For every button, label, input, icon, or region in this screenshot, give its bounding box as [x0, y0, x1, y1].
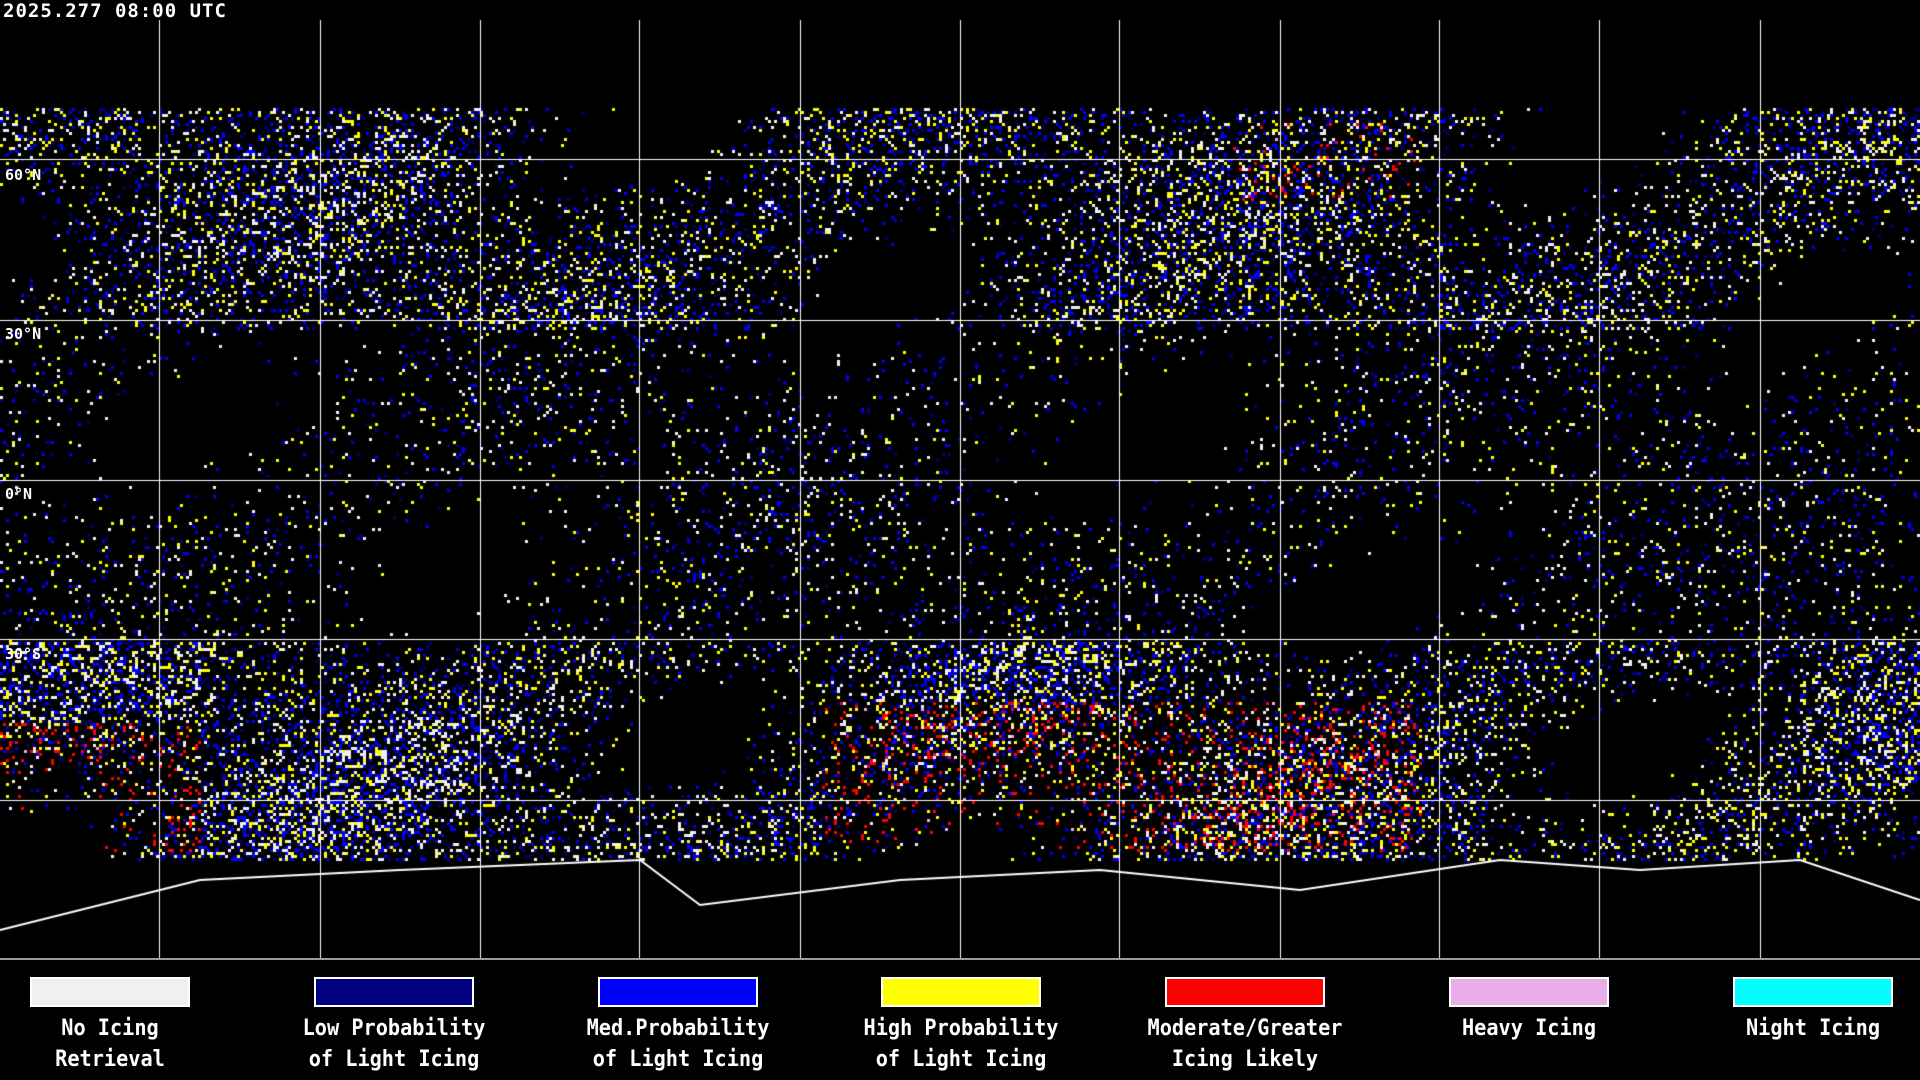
- legend-item-med-probability: Med.Probability of Light Icing: [563, 977, 793, 1075]
- latitude-label-30n: 30°N: [5, 325, 42, 343]
- legend-label-line2: Retrieval: [55, 1047, 165, 1072]
- legend-label-line1: Night Icing: [1745, 1016, 1881, 1041]
- legend-swatch: [598, 977, 758, 1007]
- legend-label-line1: Heavy Icing: [1461, 1016, 1597, 1041]
- icing-map: 2025.277 08:00 UTC 60°N 30°N 0°N 30°S: [0, 0, 1920, 958]
- latitude-label-60n: 60°N: [5, 166, 42, 184]
- legend-label-line2: of Light Icing: [592, 1047, 764, 1072]
- legend-label-line1: High Probability: [863, 1016, 1059, 1041]
- legend-swatch: [1449, 977, 1609, 1007]
- legend-item-night-icing: Night Icing: [1698, 977, 1920, 1044]
- legend-item-no-icing: No Icing Retrieval: [0, 977, 225, 1075]
- latitude-label-30s: 30°S: [5, 645, 42, 663]
- legend-label-line1: Moderate/Greater: [1147, 1016, 1343, 1041]
- map-border: [0, 958, 1920, 960]
- legend-label-line1: Low Probability: [302, 1016, 486, 1041]
- latitude-label-0n: 0°N: [5, 485, 33, 503]
- legend-item-low-probability: Low Probability of Light Icing: [279, 977, 509, 1075]
- legend-swatch: [1165, 977, 1325, 1007]
- legend-swatch: [314, 977, 474, 1007]
- legend-item-high-probability: High Probability of Light Icing: [846, 977, 1076, 1075]
- legend-swatch: [1733, 977, 1893, 1007]
- icing-map-canvas: [0, 0, 1920, 958]
- legend-swatch: [881, 977, 1041, 1007]
- legend-label-line2: Icing Likely: [1171, 1047, 1319, 1072]
- timestamp: 2025.277 08:00 UTC: [3, 0, 227, 22]
- legend-item-moderate-greater: Moderate/Greater Icing Likely: [1130, 977, 1360, 1075]
- legend-item-heavy-icing: Heavy Icing: [1414, 977, 1644, 1044]
- legend-label-line1: Med.Probability: [586, 1016, 770, 1041]
- legend-swatch: [30, 977, 190, 1007]
- legend-label-line2: of Light Icing: [308, 1047, 480, 1072]
- legend-label-line2: of Light Icing: [875, 1047, 1047, 1072]
- legend-label-line1: No Icing: [61, 1016, 159, 1041]
